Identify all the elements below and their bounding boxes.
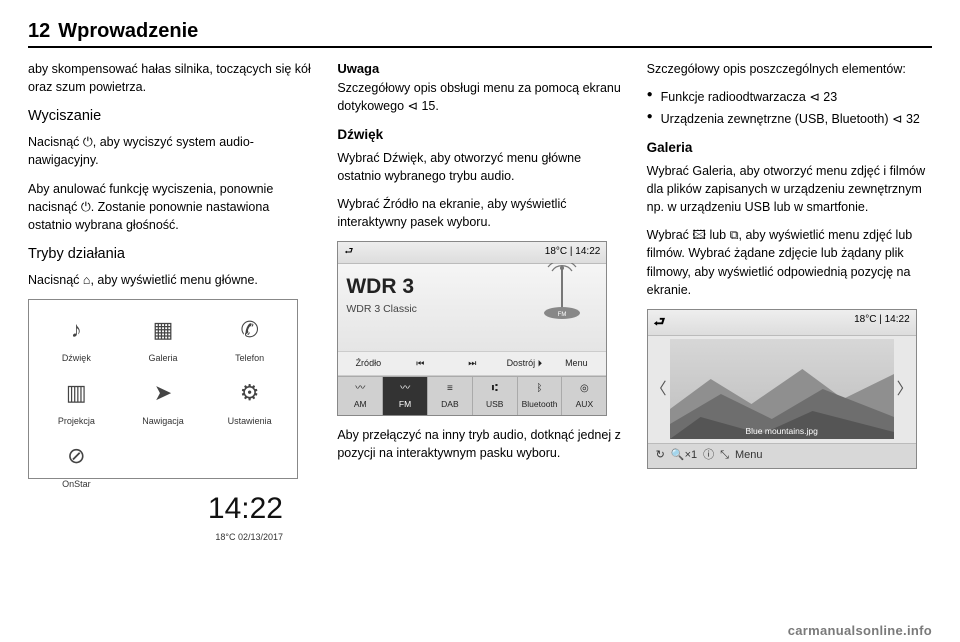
nawigacja-icon: ➤ xyxy=(143,373,183,413)
galeria-icon: ▦ xyxy=(143,310,183,350)
home-app-onstar[interactable]: ⊘OnStar xyxy=(35,432,118,491)
col1-p3: Aby anulować funkcję wyciszenia, ponowni… xyxy=(28,180,313,234)
heading-dzwiek: Dźwięk xyxy=(337,125,622,145)
bluetooth-icon: ᛒ xyxy=(537,382,543,397)
radio-control-button[interactable]: Menu xyxy=(552,355,600,372)
col3-p1: Szczegółowy opis poszczególnych elementó… xyxy=(647,60,932,78)
heading-galeria: Galeria xyxy=(647,138,932,158)
column-2: Uwaga Szczegółowy opis obsługi menu za po… xyxy=(337,60,622,489)
svg-text:FM: FM xyxy=(558,312,567,318)
dźwięk-icon: ♪ xyxy=(56,310,96,350)
radio-source-label: FM xyxy=(399,398,411,410)
radio-source-bluetooth[interactable]: ᛒBluetooth xyxy=(518,377,563,415)
radio-temp: 18°C xyxy=(545,246,567,257)
heading-wyciszanie: Wyciszanie xyxy=(28,106,313,127)
col2-p3: Aby przełączyć na inny tryb audio, dotkn… xyxy=(337,426,622,462)
page-header: 12 Wprowadzenie xyxy=(28,20,932,48)
radio-source-dab[interactable]: ≡DAB xyxy=(428,377,473,415)
page-number: 12 xyxy=(28,20,50,43)
gallery-filename: Blue mountains.jpg xyxy=(670,425,894,437)
col3-bullets: Funkcje radioodtwarzacza ⊲ 23 Urządzenia … xyxy=(647,88,932,128)
dab-icon: ≡ xyxy=(447,382,453,397)
gallery-tool-button[interactable]: Menu xyxy=(735,448,763,464)
am-icon: 〰 xyxy=(355,382,365,397)
radio-control-button[interactable]: ⏭ xyxy=(448,355,496,372)
col3-p2: Wybrać Galeria, aby otworzyć menu zdjęć … xyxy=(647,162,932,216)
antenna-icon: FM xyxy=(532,263,592,323)
col3-p3: Wybrać 🖾 lub ⧉, aby wyświetlić menu zdję… xyxy=(647,226,932,299)
radio-source-fm[interactable]: 〰FM xyxy=(383,377,428,415)
col2-p1: Wybrać Dźwięk, aby otworzyć menu główne … xyxy=(337,149,622,185)
power-icon: ⏻ xyxy=(83,135,93,149)
col1-p4: Nacisnąć ⌂, aby wyświetlić menu główne. xyxy=(28,271,313,289)
gallery-temp: 18°C xyxy=(854,314,876,325)
radio-source-label: Bluetooth xyxy=(522,398,558,410)
home-app-telefon[interactable]: ✆ Telefon xyxy=(208,306,291,365)
radio-source-label: DAB xyxy=(441,398,458,410)
gallery-tool-button[interactable]: ⓘ xyxy=(703,448,714,464)
home-app-label: Projekcja xyxy=(58,415,95,428)
gallery-tool-button[interactable]: ↻ xyxy=(656,448,665,464)
home-app-label: Ustawienia xyxy=(228,415,272,428)
screenshot-home-menu: ♪ Dźwięk ▦ Galeria ✆ Telefon ▥ Projekcja ➤ Nawiga… xyxy=(28,299,298,479)
telefon-icon: ✆ xyxy=(230,310,270,350)
home-app-dźwięk[interactable]: ♪ Dźwięk xyxy=(35,306,118,365)
page-title: Wprowadzenie xyxy=(58,20,198,42)
home-app-label: Nawigacja xyxy=(142,415,184,428)
home-app-ustawienia[interactable]: ⚙ Ustawienia xyxy=(208,369,291,428)
note-block: Uwaga Szczegółowy opis obsługi menu za po… xyxy=(337,60,622,115)
radio-source-label: AM xyxy=(354,398,367,410)
power-icon: ⏻ xyxy=(81,200,91,214)
gallery-image: Blue mountains.jpg xyxy=(670,339,894,439)
gallery-back-icon[interactable]: ⮐ xyxy=(654,313,666,332)
column-1: aby skompensować hałas silnika, toczącyc… xyxy=(28,60,313,489)
radio-source-usb[interactable]: ⑆USB xyxy=(473,377,518,415)
col1-p1: aby skompensować hałas silnika, toczącyc… xyxy=(28,60,313,96)
radio-source-label: USB xyxy=(486,398,503,410)
list-item: Funkcje radioodtwarzacza ⊲ 23 xyxy=(647,88,932,106)
home-clock: 14:22 xyxy=(35,487,291,531)
radio-title: WDR 3 xyxy=(346,272,417,302)
gallery-next-icon[interactable]: 〉 xyxy=(894,378,916,401)
column-3: Szczegółowy opis poszczególnych elementó… xyxy=(647,60,932,489)
radio-source-am[interactable]: 〰AM xyxy=(338,377,383,415)
projekcja-icon: ▥ xyxy=(56,373,96,413)
home-app-label: Telefon xyxy=(235,352,264,365)
aux-icon: ◎ xyxy=(580,382,589,397)
radio-time: 14:22 xyxy=(575,246,600,257)
gallery-prev-icon[interactable]: 〈 xyxy=(648,378,670,401)
radio-subtitle: WDR 3 Classic xyxy=(346,302,417,317)
heading-tryby: Tryby działania xyxy=(28,244,313,265)
col2-p2: Wybrać Źródło na ekranie, aby wyświetlić… xyxy=(337,195,622,231)
radio-control-button[interactable]: Źródło xyxy=(344,355,392,372)
list-item: Urządzenia zewnętrzne (USB, Bluetooth) ⊲… xyxy=(647,110,932,128)
home-app-label: Dźwięk xyxy=(62,352,91,365)
radio-control-button[interactable]: ⏮ xyxy=(396,355,444,372)
usb-icon: ⑆ xyxy=(492,382,498,397)
screenshot-gallery: ⮐ 18°C | 14:22 〈 xyxy=(647,309,917,469)
home-app-label: Galeria xyxy=(148,352,177,365)
screenshot-radio: ⮐ 18°C | 14:22 WDR 3 WDR 3 Classic FM xyxy=(337,241,607,416)
radio-source-label: AUX xyxy=(576,398,593,410)
radio-source-aux[interactable]: ◎AUX xyxy=(562,377,606,415)
home-app-nawigacja[interactable]: ➤ Nawigacja xyxy=(122,369,205,428)
ustawienia-icon: ⚙ xyxy=(230,373,270,413)
home-app-galeria[interactable]: ▦ Galeria xyxy=(122,306,205,365)
radio-back-icon[interactable]: ⮐ xyxy=(344,245,353,260)
fm-icon: 〰 xyxy=(400,382,410,397)
footer-watermark: carmanualsonline.info xyxy=(788,623,932,638)
home-app-projekcja[interactable]: ▥ Projekcja xyxy=(35,369,118,428)
onstar-icon: ⊘ xyxy=(56,436,96,476)
radio-control-button[interactable]: Dostrój ⏵ xyxy=(500,355,548,372)
col1-p2: Nacisnąć ⏻, aby wyciszyć system audio-na… xyxy=(28,133,313,169)
note-text: Szczegółowy opis obsługi menu za pomocą … xyxy=(337,81,621,113)
note-label: Uwaga xyxy=(337,61,379,76)
gallery-tool-button[interactable]: ⤡ xyxy=(720,448,729,464)
gallery-tool-button[interactable]: 🔍×1 xyxy=(671,448,697,464)
gallery-time: 14:22 xyxy=(885,314,910,325)
home-date: 18°C 02/13/2017 xyxy=(35,531,291,544)
